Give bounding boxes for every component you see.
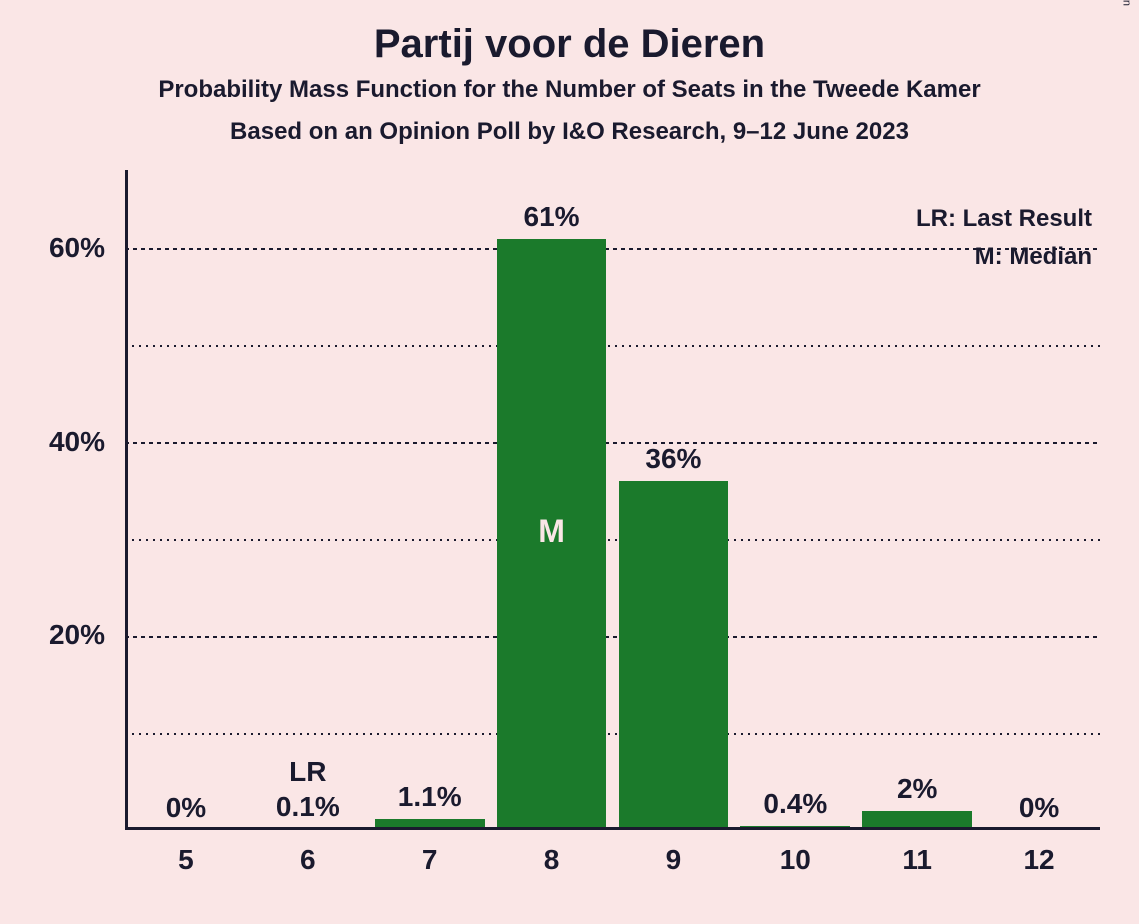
gridline-minor [125, 539, 1100, 541]
y-axis-tick-label: 20% [5, 619, 105, 651]
x-axis-tick-label: 5 [125, 844, 247, 876]
y-axis-line [125, 170, 128, 830]
x-axis-tick-label: 10 [734, 844, 856, 876]
gridline-major [125, 248, 1100, 250]
chart-subtitle-2: Based on an Opinion Poll by I&O Research… [0, 118, 1139, 146]
x-axis-tick-label: 11 [856, 844, 978, 876]
chart-subtitle-1: Probability Mass Function for the Number… [0, 76, 1139, 104]
plot-area: LR: Last ResultM: Median 20%40%60%0%50.1… [125, 200, 1100, 830]
chart-title: Partij voor de Dieren [0, 22, 1139, 67]
bar-value-label: 0.4% [734, 788, 856, 820]
bar-value-label: 1.1% [369, 781, 491, 813]
copyright-text: © 2023 Filip van Laenen [1120, 0, 1132, 6]
gridline-minor [125, 733, 1100, 735]
bar-value-label: 2% [856, 773, 978, 805]
chart-legend: LR: Last ResultM: Median [916, 200, 1092, 277]
y-axis-tick-label: 40% [5, 426, 105, 458]
legend-item: LR: Last Result [916, 200, 1092, 238]
x-axis-tick-label: 6 [247, 844, 369, 876]
x-axis-tick-label: 7 [369, 844, 491, 876]
x-axis-tick-label: 9 [613, 844, 735, 876]
x-axis-tick-label: 12 [978, 844, 1100, 876]
gridline-major [125, 636, 1100, 638]
bar-value-label: 0% [978, 792, 1100, 824]
bar-value-label: 36% [613, 443, 735, 475]
bar-inner-label: M [497, 513, 607, 550]
x-axis-tick-label: 8 [491, 844, 613, 876]
bar-annotation: LR [247, 756, 369, 788]
legend-item: M: Median [916, 238, 1092, 276]
bar-value-label: 0% [125, 792, 247, 824]
chart-canvas: Partij voor de Dieren Probability Mass F… [0, 0, 1139, 924]
y-axis-tick-label: 60% [5, 232, 105, 264]
x-axis-line [125, 827, 1100, 830]
bar [619, 481, 729, 830]
bar-value-label: 0.1% [247, 791, 369, 823]
gridline-minor [125, 345, 1100, 347]
bar-value-label: 61% [491, 201, 613, 233]
